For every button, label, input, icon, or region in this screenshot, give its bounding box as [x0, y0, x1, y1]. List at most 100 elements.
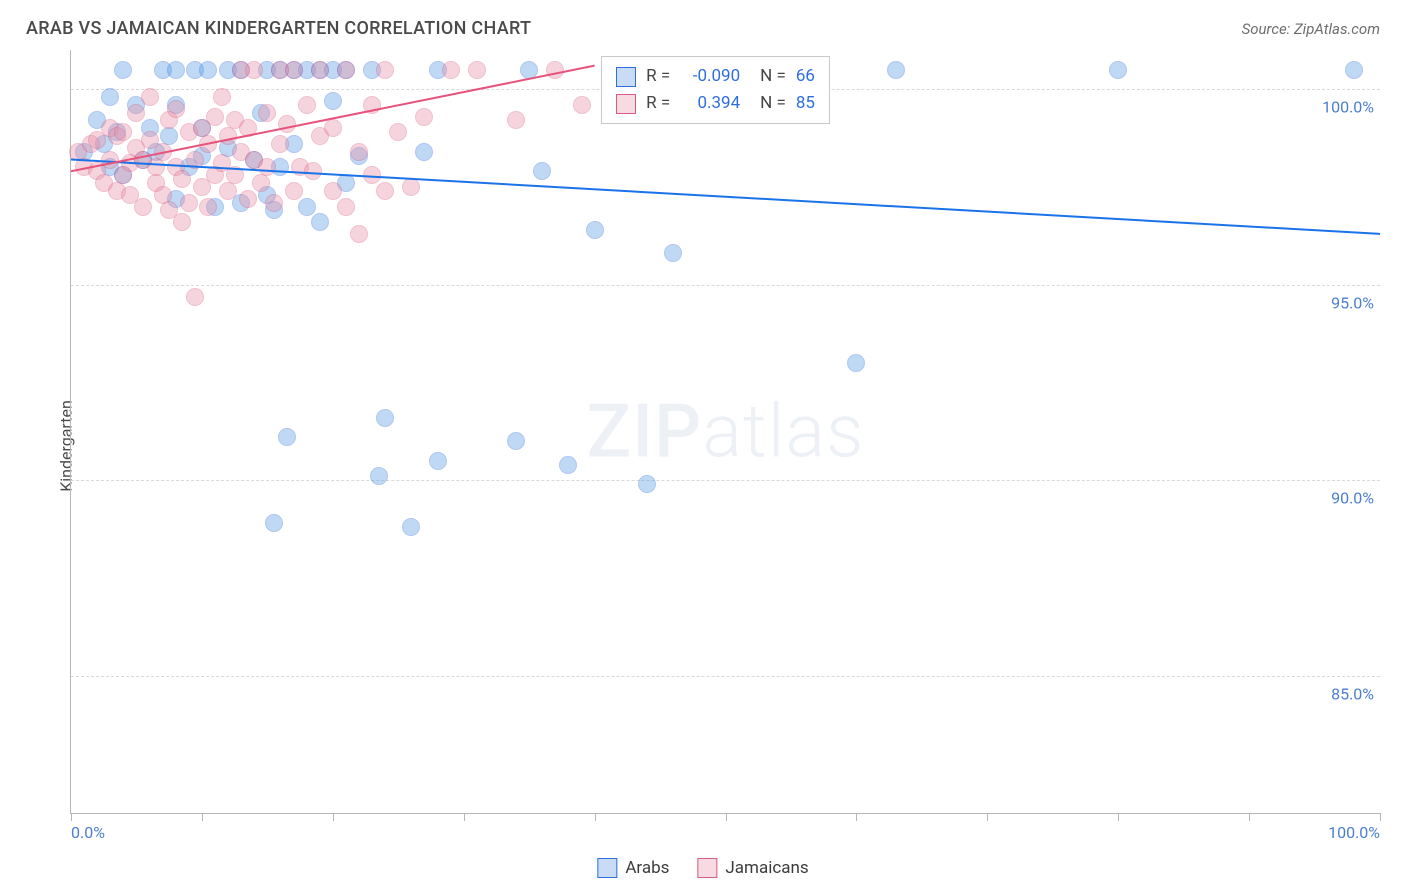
data-point [402, 178, 420, 196]
data-point [350, 225, 368, 243]
data-point [127, 104, 145, 122]
x-tick [1380, 813, 1381, 821]
data-point [186, 288, 204, 306]
legend-row: R =0.394N =85 [616, 90, 815, 117]
x-tick [856, 813, 857, 821]
x-tick [202, 813, 203, 821]
data-point [389, 123, 407, 141]
data-point [147, 158, 165, 176]
data-point [285, 182, 303, 200]
data-point [298, 198, 316, 216]
data-point [415, 108, 433, 126]
data-point [507, 432, 525, 450]
bottom-legend: Arabs Jamaicans [597, 858, 808, 878]
data-point [638, 475, 656, 493]
data-point [101, 151, 119, 169]
data-point [363, 166, 381, 184]
data-point [304, 162, 322, 180]
data-point [429, 452, 447, 470]
correlation-legend: R = -0.090 N = 66R = 0.394 N = 85 [601, 56, 830, 124]
data-point [114, 61, 132, 79]
data-point [134, 198, 152, 216]
legend-label-arabs: Arabs [625, 858, 669, 878]
data-point [507, 111, 525, 129]
data-point [337, 198, 355, 216]
data-point [350, 143, 368, 161]
legend-n-label: N = [760, 63, 786, 90]
legend-row: R = -0.090 N = 66 [616, 63, 815, 90]
data-point [239, 190, 257, 208]
y-tick-label: 90.0% [1331, 489, 1374, 508]
data-point [415, 143, 433, 161]
data-point [363, 96, 381, 114]
data-point [1345, 61, 1363, 79]
data-point [468, 61, 486, 79]
data-point [298, 96, 316, 114]
data-point [180, 194, 198, 212]
legend-r-label: R = [646, 63, 670, 90]
data-point [258, 158, 276, 176]
data-point [847, 354, 865, 372]
data-point [219, 127, 237, 145]
data-point [546, 61, 564, 79]
legend-swatch [616, 67, 636, 87]
data-point [239, 119, 257, 137]
legend-n-value: 66 [796, 63, 815, 90]
data-point [213, 88, 231, 106]
data-point [376, 409, 394, 427]
x-tick-label: 100.0% [1328, 823, 1380, 842]
x-tick [464, 813, 465, 821]
watermark: ZIPatlas [586, 388, 864, 475]
x-tick [71, 813, 72, 821]
legend-item-jamaicans: Jamaicans [697, 858, 808, 878]
data-point [887, 61, 905, 79]
gridline [71, 480, 1380, 481]
data-point [285, 61, 303, 79]
data-point [199, 61, 217, 79]
x-tick [595, 813, 596, 821]
y-tick-label: 95.0% [1331, 293, 1374, 312]
chart-title: ARAB VS JAMAICAN KINDERGARTEN CORRELATIO… [26, 18, 531, 39]
data-point [324, 119, 342, 137]
data-point [402, 518, 420, 536]
legend-n-label: N = [760, 90, 786, 117]
x-tick [1118, 813, 1119, 821]
data-point [219, 182, 237, 200]
legend-n-value: 85 [796, 90, 815, 117]
chart-source: Source: ZipAtlas.com [1242, 20, 1380, 38]
gridline [71, 676, 1380, 677]
legend-r-value: -0.090 [680, 63, 740, 90]
x-tick [1249, 813, 1250, 821]
y-tick-label: 100.0% [1322, 98, 1374, 117]
legend-label-jamaicans: Jamaicans [725, 858, 808, 878]
data-point [442, 61, 460, 79]
data-point [271, 135, 289, 153]
data-point [370, 467, 388, 485]
data-point [533, 162, 551, 180]
data-point [265, 194, 283, 212]
data-point [278, 428, 296, 446]
legend-swatch [616, 94, 636, 114]
data-point [311, 213, 329, 231]
data-point [245, 61, 263, 79]
data-point [573, 96, 591, 114]
x-tick-label: 0.0% [71, 823, 105, 842]
data-point [1109, 61, 1127, 79]
data-point [173, 213, 191, 231]
data-point [586, 221, 604, 239]
data-point [337, 61, 355, 79]
data-point [376, 61, 394, 79]
data-point [311, 61, 329, 79]
legend-swatch-jamaicans [697, 858, 717, 878]
data-point [324, 182, 342, 200]
x-tick [987, 813, 988, 821]
data-point [199, 198, 217, 216]
y-tick-label: 85.0% [1331, 685, 1374, 704]
data-point [199, 135, 217, 153]
data-point [265, 514, 283, 532]
legend-swatch-arabs [597, 858, 617, 878]
data-point [186, 151, 204, 169]
legend-r-value: 0.394 [680, 90, 740, 117]
data-point [154, 143, 172, 161]
data-point [664, 244, 682, 262]
